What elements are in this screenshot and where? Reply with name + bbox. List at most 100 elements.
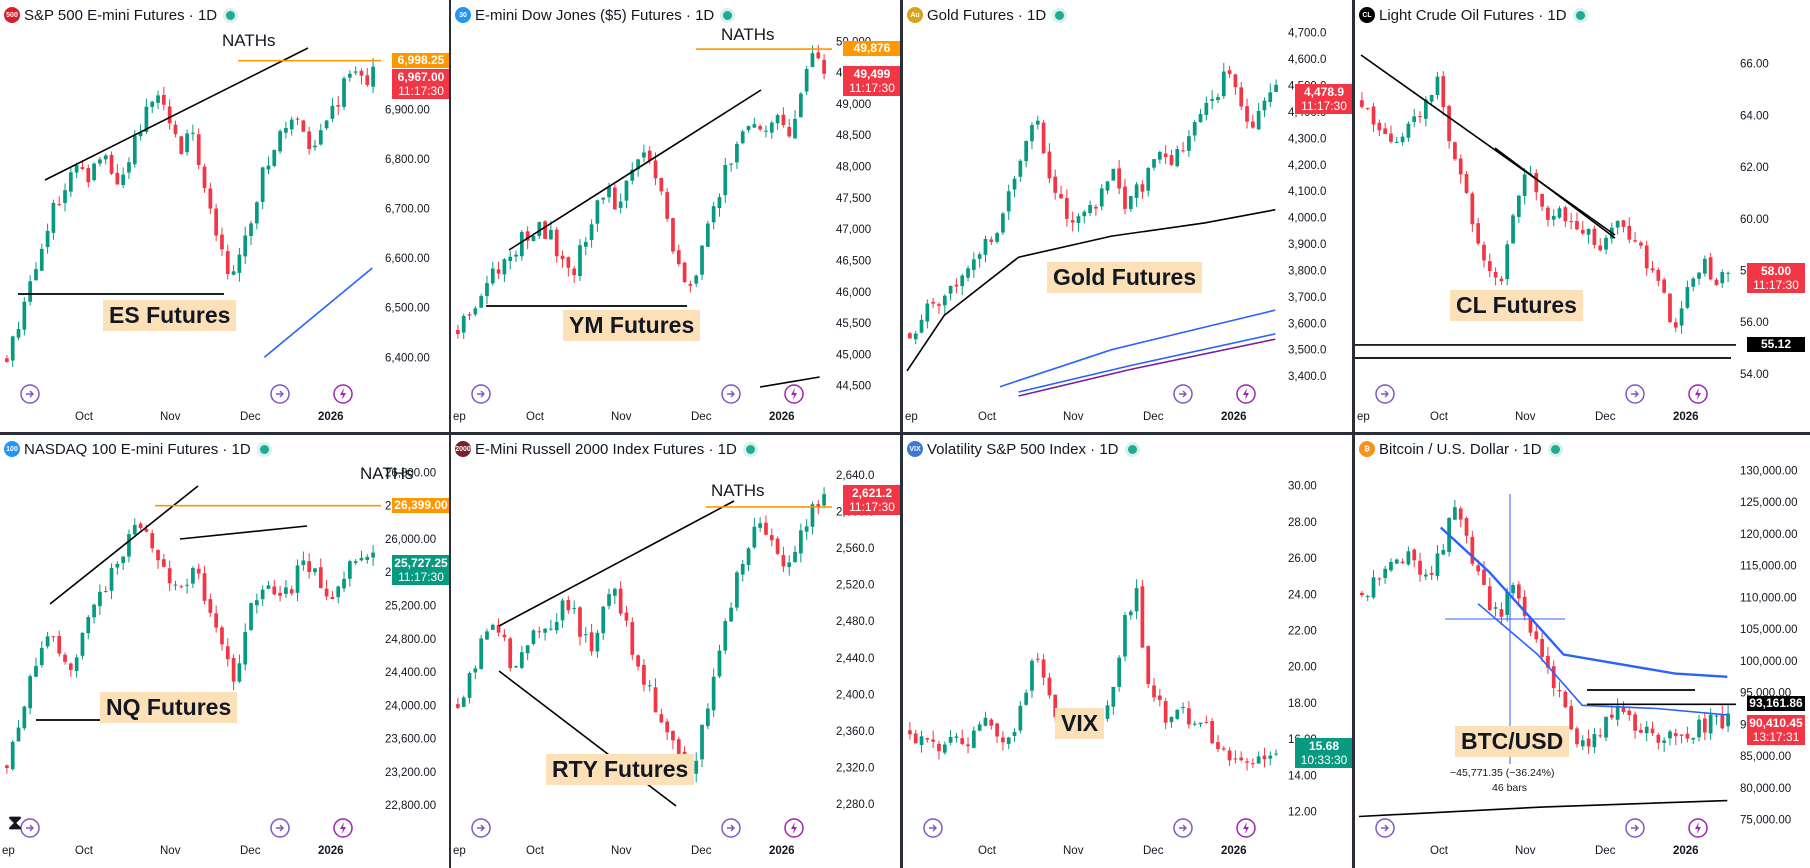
- chart-header[interactable]: 30 E-mini Dow Jones ($5) Futures · 1D: [455, 5, 733, 25]
- measure-bars-text: 46 bars: [1492, 782, 1527, 794]
- y-tick-label: 115,000.00: [1740, 561, 1797, 573]
- candle-body: [249, 603, 253, 630]
- arrow-glyph: [1179, 390, 1187, 398]
- candle-body: [1685, 733, 1690, 739]
- y-tick-label: 30.00: [1288, 481, 1317, 493]
- last-price-badge: 49,499 11:17:30: [843, 65, 901, 96]
- candle-body: [1152, 159, 1156, 168]
- candle-body: [589, 632, 594, 652]
- chart-header[interactable]: VIX Volatility S&P 500 Index · 1D: [907, 439, 1137, 459]
- candle-body: [531, 630, 536, 644]
- trend-line: [179, 525, 308, 540]
- candle-body: [22, 301, 27, 330]
- candle-body: [156, 95, 160, 103]
- chart-panel[interactable]: 12.0014.0016.0018.0020.0022.0024.0026.00…: [903, 434, 1353, 868]
- chart-svg: 44,500 45,000 45,500 46,000 46,500 47,000 47,5…: [453, 25, 871, 423]
- candle-body: [682, 262, 687, 283]
- candle-body: [1041, 122, 1046, 154]
- chart-annotation-label: Gold Futures: [1047, 262, 1203, 293]
- candle-body: [1662, 279, 1667, 293]
- chart-panel[interactable]: 22,800.00 23,200.00 23,600.00 24,000.00 24,4…: [0, 434, 450, 868]
- candle-body: [908, 333, 912, 339]
- candle-body: [1163, 701, 1168, 723]
- candle-body: [971, 259, 976, 270]
- y-tick-label: 3,800.0: [1288, 265, 1326, 277]
- market-open-status-icon: [1127, 444, 1137, 454]
- chart-header[interactable]: 500 S&P 500 E-mini Futures · 1D: [4, 5, 236, 25]
- chart-header[interactable]: CL Light Crude Oil Futures · 1D: [1359, 5, 1585, 25]
- candle-body: [694, 275, 699, 284]
- candle-body: [705, 223, 710, 247]
- candle-body: [1720, 714, 1725, 729]
- x-tick-label: 2026: [769, 845, 795, 857]
- candle-body: [16, 329, 21, 338]
- candle-body: [711, 206, 716, 223]
- candle-body: [758, 126, 763, 130]
- candle-body: [549, 628, 553, 630]
- candle-body: [537, 631, 542, 633]
- candle-body: [1406, 551, 1411, 565]
- chart-panel[interactable]: 44,500 45,000 45,500 46,000 46,500 47,000 47,5…: [451, 0, 901, 434]
- candle-body: [1035, 120, 1040, 125]
- candle-body: [220, 234, 224, 250]
- chart-panel[interactable]: 75,000.0080,000.0085,000.0090,000.0095,0…: [1355, 434, 1805, 868]
- arrow-glyph: [1631, 390, 1639, 398]
- candle-body: [490, 268, 495, 284]
- candle-body: [572, 268, 577, 276]
- candle-body: [1245, 761, 1249, 763]
- chart-panel[interactable]: 3,400.0 3,500.0 3,600.0 3,700.0 3,800.0 3,900…: [903, 0, 1353, 434]
- candle-body: [583, 634, 588, 636]
- chart-panel[interactable]: 6,400.00 6,500.00 6,600.00 6,700.00 6,800.00…: [0, 0, 450, 434]
- arrow-circle-icon: [1625, 818, 1645, 838]
- candle-body: [676, 250, 681, 265]
- candle-body: [150, 533, 155, 549]
- candle-body: [1447, 105, 1451, 142]
- candle-body: [1064, 197, 1069, 219]
- lightning-glyph: [791, 388, 797, 400]
- y-tick-label: 56.00: [1740, 317, 1769, 329]
- candle-body: [1586, 738, 1591, 747]
- candle-body: [1586, 228, 1591, 235]
- lightning-icon: [784, 384, 804, 404]
- candle-body: [1204, 721, 1209, 723]
- candle-body: [566, 257, 571, 268]
- candle-body: [1181, 150, 1185, 152]
- candle-body: [1371, 577, 1376, 598]
- candle-body: [167, 568, 172, 584]
- candle-body: [1163, 153, 1168, 158]
- candle-body: [196, 568, 201, 574]
- candle-body: [353, 561, 358, 563]
- candle-body: [1429, 572, 1434, 575]
- last-price-value: 6,967.00: [397, 70, 445, 85]
- lightning-glyph: [340, 822, 346, 834]
- y-tick-label: 26,800.00: [385, 467, 436, 479]
- candle-body: [1030, 125, 1034, 142]
- candle-body: [10, 741, 15, 770]
- chart-header[interactable]: 100 NASDAQ 100 E-mini Futures · 1D: [4, 439, 269, 459]
- candle-body: [1152, 685, 1156, 698]
- last-price-badge: 25,727.25 11:17:30: [392, 554, 450, 585]
- candle-body: [793, 118, 797, 139]
- lightning-icon: [1688, 384, 1708, 404]
- chart-header[interactable]: ₿ Bitcoin / U.S. Dollar · 1D: [1359, 439, 1560, 459]
- panel-divider[interactable]: [0, 432, 1810, 435]
- candle-body: [80, 167, 85, 169]
- candle-body: [1192, 723, 1197, 725]
- candle-body: [1493, 607, 1498, 609]
- y-tick-label: 12.00: [1288, 807, 1317, 819]
- chart-header[interactable]: 2000 E-Mini Russell 2000 Index Futures · …: [455, 439, 755, 459]
- candle-body: [1134, 588, 1139, 612]
- candle-body: [630, 169, 635, 181]
- candle-body: [787, 562, 792, 568]
- chart-panel[interactable]: 2,280.0 2,320.0 2,360.0 2,400.0 2,440.0 2,480…: [451, 434, 901, 868]
- candle-body: [1726, 713, 1730, 727]
- chart-svg: 2,280.0 2,320.0 2,360.0 2,400.0 2,440.0 2,480…: [453, 470, 874, 857]
- chart-title: NASDAQ 100 E-mini Futures · 1D: [24, 440, 251, 458]
- chart-panel[interactable]: 54.00 56.00 58.00 60.00 62.00 64.00 66.00 ep Oct…: [1355, 0, 1805, 434]
- candle-body: [467, 673, 472, 698]
- chart-header[interactable]: Au Gold Futures · 1D: [907, 5, 1065, 25]
- candle-body: [1047, 677, 1052, 696]
- candle-body: [595, 632, 600, 652]
- last-price-value: 58.00: [1760, 264, 1792, 279]
- candle-body: [1575, 728, 1579, 745]
